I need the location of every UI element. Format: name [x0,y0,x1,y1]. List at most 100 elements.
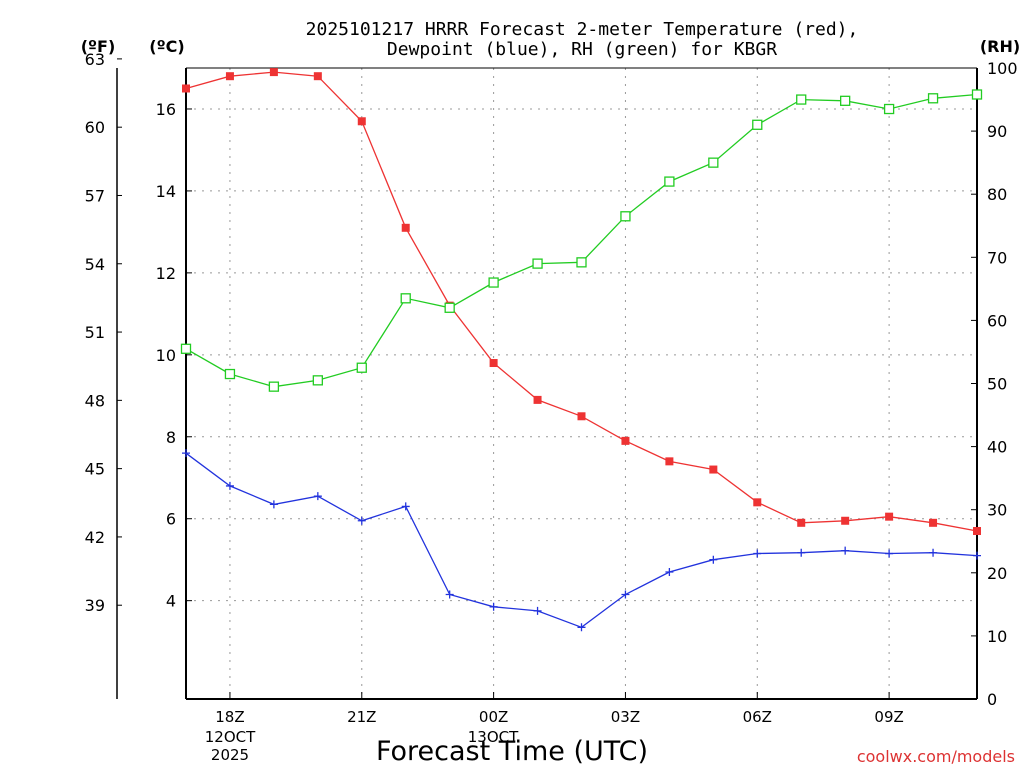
temperature-point-22Z [401,223,410,232]
rh-axis-unit: (RH) [980,37,1020,56]
rh-tick-label-0: 0 [987,690,997,709]
temperature-point-21Z [357,117,366,126]
rh-point-11Z [971,89,983,100]
temperature-point-10Z [929,518,938,527]
x-tick-label-06Z: 06Z [743,708,772,726]
series-layer [180,68,983,632]
dewpoint-point-06Z [753,549,762,558]
temperature-point-04Z [665,457,674,466]
rh-point-21Z [356,362,367,373]
temperature-point-07Z [797,518,806,527]
rh-point-09Z [883,103,895,115]
rh-point-17Z [180,343,192,354]
rh-point-20Z [312,375,323,386]
dewpoint-point-07Z [797,548,806,557]
rh-point-06Z [752,119,763,130]
c-tick-label-4: 4 [166,592,176,611]
f-tick-label-51: 51 [85,323,105,342]
temperature-point-02Z [577,412,586,421]
c-tick-label-8: 8 [166,428,176,447]
rh-point-05Z [708,157,719,168]
dewpoint-point-22Z [401,502,410,511]
rh-tick-label-40: 40 [987,438,1007,457]
c-tick-label-16: 16 [156,100,176,119]
f-tick-label-57: 57 [85,186,105,205]
dewpoint-point-17Z [182,449,190,458]
x-axis-title: Forecast Time (UTC) [376,736,648,767]
dewpoint-point-05Z [709,555,718,564]
temperature-point-17Z [182,84,190,93]
x-tick-label-03Z: 03Z [611,708,640,726]
dewpoint-point-09Z [885,549,894,558]
f-tick-label-54: 54 [85,255,105,274]
c-tick-label-6: 6 [166,510,176,529]
series-line-temperature [185,71,978,532]
series-rh [180,89,983,392]
dewpoint-point-21Z [357,516,366,525]
credit-link[interactable]: coolwx.com/models [857,747,1015,766]
f-tick-label-48: 48 [85,391,105,410]
dewpoint-point-04Z [665,567,674,576]
f-tick-label-42: 42 [85,528,105,547]
series-dewpoint [182,449,981,632]
temperature-point-08Z [841,516,850,525]
rh-point-19Z [268,381,280,392]
x-tick-label-21Z: 21Z [347,708,376,726]
rh-point-07Z [796,94,807,105]
temperature-point-00Z [489,359,498,368]
rh-tick-label-100: 100 [987,59,1018,78]
series-temperature [182,68,981,536]
rh-tick-label-70: 70 [987,248,1007,267]
rh-point-22Z [400,293,411,304]
rh-point-18Z [224,368,236,380]
rh-point-10Z [927,93,939,104]
grid-lines [186,68,977,699]
rh-tick-label-90: 90 [987,122,1007,141]
rh-point-03Z [620,211,631,222]
rh-tick-label-10: 10 [987,627,1007,646]
axes [116,67,978,700]
chart-title-line-1: 2025101217 HRRR Forecast 2-meter Tempera… [306,19,859,40]
rh-point-08Z [840,95,851,106]
series-line-rh [185,93,978,388]
temperature-point-01Z [533,395,542,404]
axis-ticks: 18Z 21Z 00Z 03Z 06Z 09Z 4 6 8 10 12 14 16 39 42 45 48 51 5… [85,50,1018,726]
series-line-dewpoint [185,452,978,629]
temperature-point-05Z [709,465,718,474]
x-tick-label-09Z: 09Z [874,708,903,726]
dewpoint-point-03Z [621,590,630,599]
temperature-point-11Z [973,527,981,536]
dewpoint-point-02Z [577,623,586,632]
temperature-point-20Z [313,72,322,81]
rh-point-00Z [488,277,499,288]
rh-tick-label-20: 20 [987,564,1007,583]
temperature-point-06Z [753,498,762,507]
c-tick-label-12: 12 [156,264,176,283]
rh-point-02Z [576,257,587,268]
rh-tick-label-60: 60 [987,311,1007,330]
celsius-axis-unit: (ºC) [149,37,184,56]
dewpoint-point-18Z [225,481,234,490]
dewpoint-point-01Z [533,606,542,615]
x-tick-label-18Z: 18Z [215,708,244,726]
f-tick-label-60: 60 [85,118,105,137]
temperature-point-03Z [621,436,630,445]
rh-tick-label-30: 30 [987,501,1007,520]
rh-point-23Z [444,302,455,313]
c-tick-label-10: 10 [156,346,176,365]
temperature-point-09Z [885,512,894,521]
date-label-12oct: 12OCT [205,728,256,746]
dewpoint-point-23Z [445,590,454,599]
f-tick-label-39: 39 [85,596,105,615]
f-tick-label-63: 63 [85,50,105,69]
dewpoint-point-00Z [489,602,498,611]
rh-point-01Z [532,258,543,269]
dewpoint-point-20Z [313,492,322,501]
temperature-point-19Z [269,68,278,77]
date-label-13oct: 13OCT [468,728,519,746]
temperature-point-18Z [225,72,234,81]
dewpoint-point-08Z [841,546,850,555]
dewpoint-point-10Z [929,548,938,557]
dewpoint-point-11Z [973,551,981,560]
